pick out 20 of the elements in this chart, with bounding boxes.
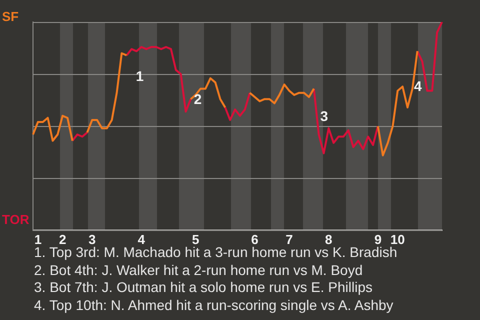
annotation: 2	[194, 90, 202, 107]
x-tick-label: 4	[138, 232, 146, 247]
annotation: 4	[414, 78, 422, 94]
x-tick-label: 10	[390, 232, 405, 247]
text: 2. Bot 4th: J. Walker hit a 2-run home run vs M. Boyd	[34, 262, 364, 279]
annotation: 3	[320, 108, 328, 124]
text: 4. Top 10th: N. Ahmed hit a run-scoring single vs A. Ashby	[34, 296, 394, 314]
x-tick-label: 2	[58, 232, 66, 247]
x-tick-label: 1	[34, 232, 42, 247]
text: TOR	[2, 212, 30, 227]
x-tick-label: 7	[286, 232, 293, 247]
text: SF	[2, 9, 19, 24]
x-tick-label: 5	[192, 232, 200, 247]
x-tick-label: 6	[251, 232, 258, 247]
annotation: 1	[136, 68, 144, 84]
x-tick-label: 9	[374, 232, 382, 247]
x-tick-label: 3	[88, 232, 96, 247]
x-tick-label: 8	[325, 232, 332, 247]
text: 1. Top 3rd: M. Machado hit a 3-run home run vs K. Bradish	[34, 244, 398, 262]
text: 3. Bot 7th: J. Outman hit a solo home run vs E. Phillips	[34, 279, 374, 296]
